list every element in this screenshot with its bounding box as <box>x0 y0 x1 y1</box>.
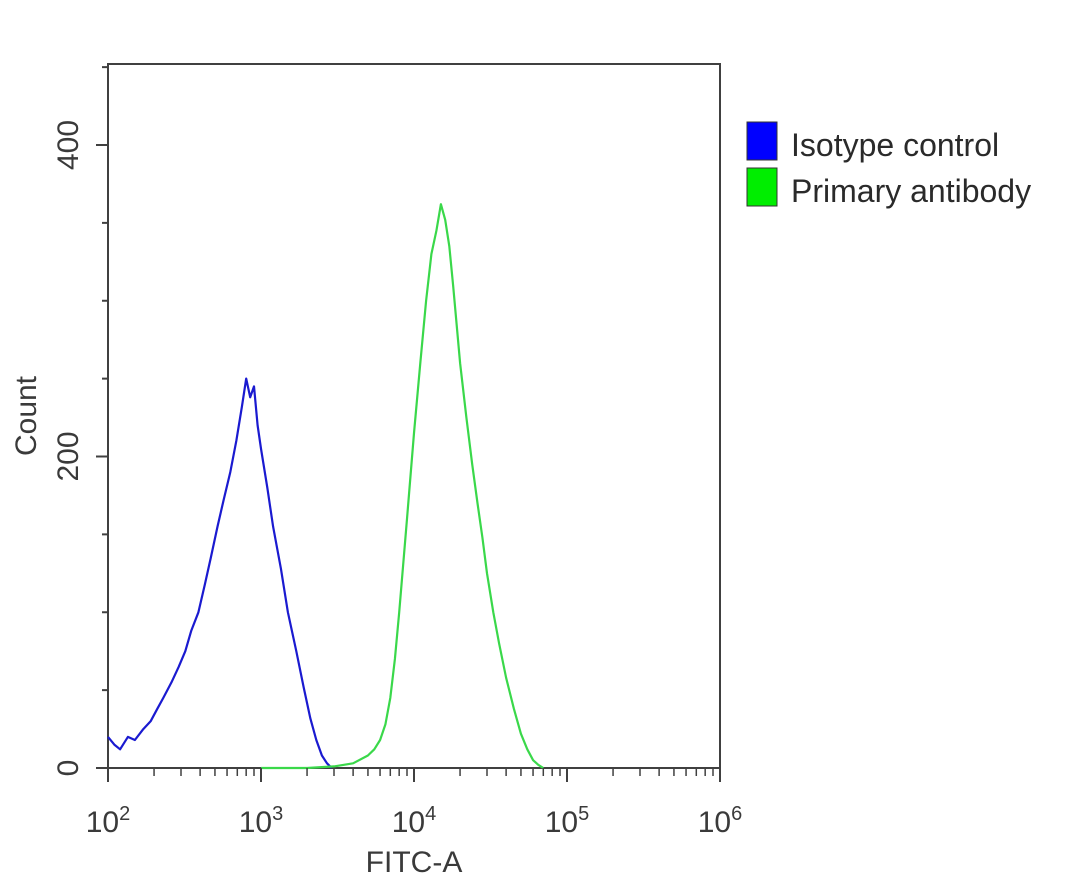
y-axis-ticks: 0 200 400 <box>52 66 108 777</box>
x-tick-label: 105 <box>545 803 590 839</box>
y-axis-title: Count <box>10 375 43 456</box>
x-axis-ticks: 102 103 104 105 106 <box>86 768 743 839</box>
legend-swatch-primary-antibody <box>746 167 778 207</box>
legend-label-isotype-control: Isotype control <box>791 127 999 163</box>
x-minor-ticks <box>153 768 714 776</box>
x-tick-label: 104 <box>392 803 437 839</box>
x-axis-title: FITC-A <box>366 846 463 879</box>
series-line-primary-antibody <box>261 203 544 770</box>
series-group <box>107 203 544 770</box>
x-tick-label: 103 <box>239 803 284 839</box>
y-tick-label: 400 <box>52 120 85 170</box>
legend: Isotype control Primary antibody <box>746 121 1031 209</box>
legend-label-primary-antibody: Primary antibody <box>791 173 1031 209</box>
legend-swatch-isotype-control <box>746 121 778 161</box>
series-line-isotype-control <box>107 377 333 769</box>
y-tick-label: 200 <box>52 431 85 481</box>
plot-area <box>107 63 721 769</box>
x-tick-label: 102 <box>86 803 131 839</box>
x-tick-label: 106 <box>698 803 743 839</box>
y-tick-label: 0 <box>52 760 85 777</box>
